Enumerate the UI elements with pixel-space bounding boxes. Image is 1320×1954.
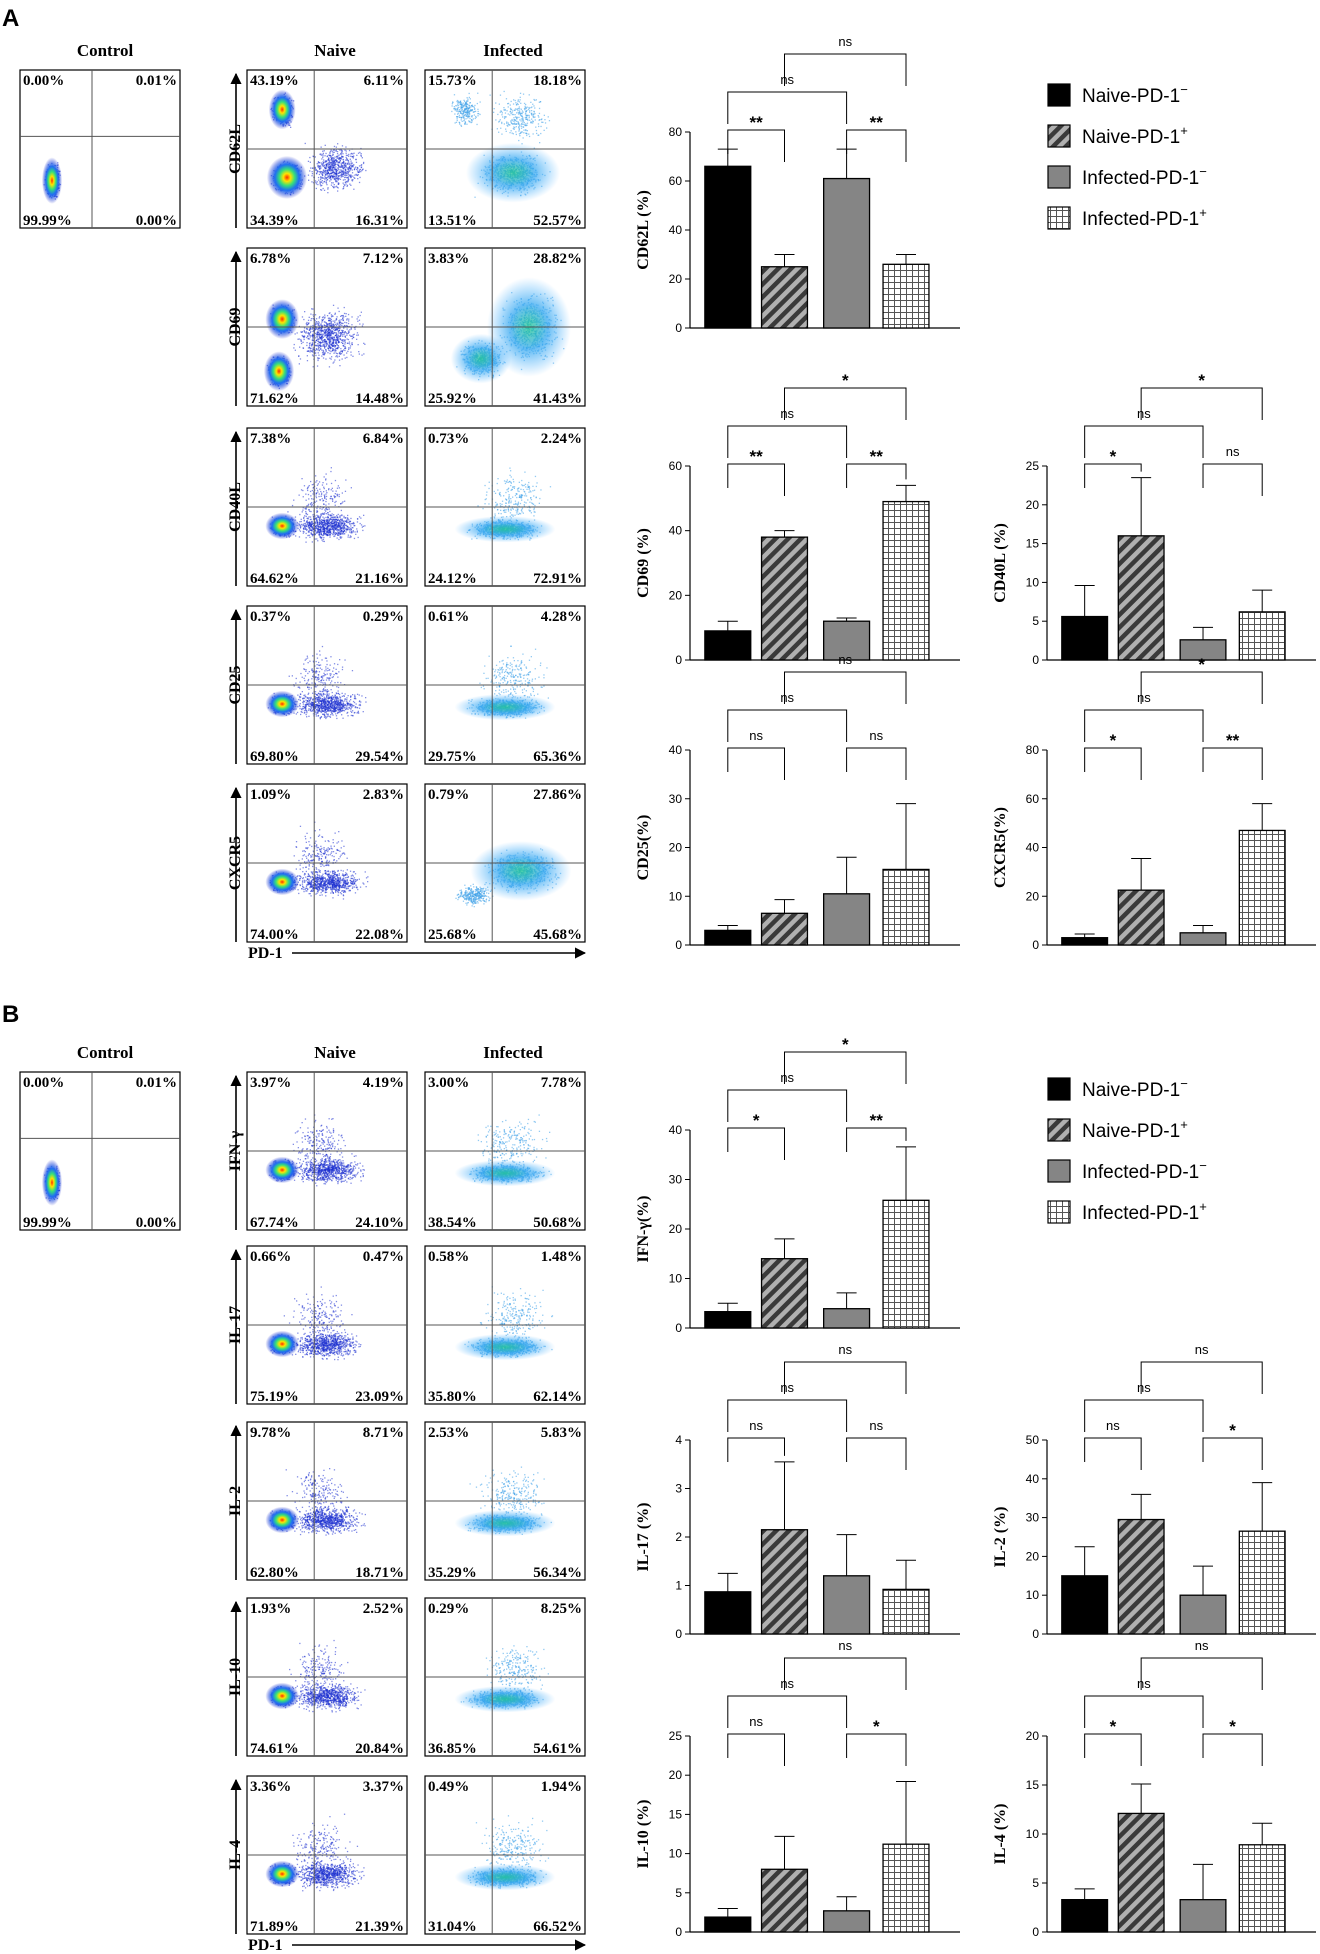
naive-plot: 43.19% 6.11%34.39% 16.31% <box>247 70 407 229</box>
naive-column-title: Naive <box>314 41 356 60</box>
density-hotspot <box>42 157 62 203</box>
flow-cytometry-panels: AControl Naive Infected0.00% 0.01%99.99% 0.0… <box>2 5 585 1954</box>
panel-letter: A <box>2 5 19 32</box>
plot-frame <box>20 70 180 228</box>
quadrant-lower-right: 0.00% <box>136 213 177 229</box>
flow-row-cd62l: CD62L43.19% 6.11%34.39% 16.31%15.73% 18.18%… <box>227 70 585 229</box>
control-title: Control <box>77 41 134 60</box>
y-axis-marker-label: CD62L <box>227 124 244 174</box>
quadrant-upper-right: 0.01% <box>136 73 177 89</box>
quadrant-lower-left: 99.99% <box>23 213 72 229</box>
figure: AControl Naive Infected0.00% 0.01%99.99% 0.0… <box>0 0 1320 1954</box>
event-dot <box>290 127 291 128</box>
panel-a-flow: AControl Naive Infected0.00% 0.01%99.99% 0.0… <box>2 5 585 962</box>
infected-column-title: Infected <box>483 41 543 60</box>
quadrant-upper-left: 0.00% <box>23 73 64 89</box>
control-plot: 0.00% 0.01% 99.99% 0.00% <box>20 70 180 229</box>
